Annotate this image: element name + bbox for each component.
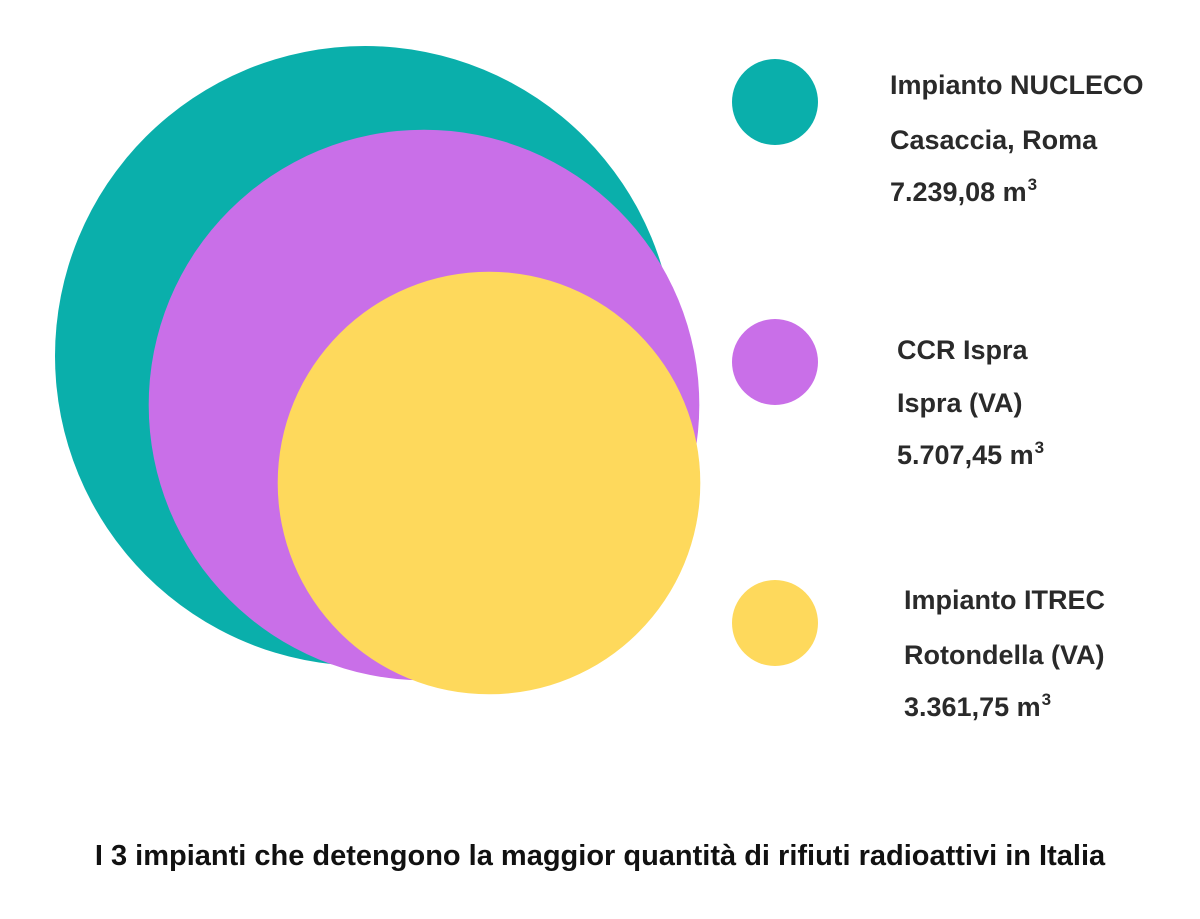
legend-location-1: Casaccia, Roma [890, 125, 1098, 155]
chart-title: I 3 impianti che detengono la maggior qu… [94, 840, 1106, 872]
legend-name-1: Impianto NUCLECO [890, 70, 1144, 100]
legend-swatch-1 [732, 59, 818, 145]
legend-value-2: 5.707,45 m3 [897, 438, 1044, 470]
bubble-group [55, 46, 701, 695]
legend-value-1: 7.239,08 m3 [890, 175, 1037, 207]
legend-location-3: Rotondella (VA) [904, 640, 1104, 670]
legend-value-3: 3.361,75 m3 [904, 690, 1051, 722]
legend-location-2: Ispra (VA) [897, 388, 1023, 418]
legend: Impianto NUCLECO Casaccia, Roma 7.239,08 m… [732, 59, 1144, 722]
legend-unit-exponent-1: 3 [1028, 175, 1037, 194]
legend-name-3: Impianto ITREC [904, 585, 1105, 615]
legend-swatch-3 [732, 580, 818, 666]
legend-name-2: CCR Ispra [897, 335, 1029, 365]
legend-swatch-2 [732, 319, 818, 405]
legend-unit-exponent-3: 3 [1042, 690, 1051, 709]
bubble-3 [277, 271, 701, 695]
legend-unit-exponent-2: 3 [1035, 438, 1044, 457]
